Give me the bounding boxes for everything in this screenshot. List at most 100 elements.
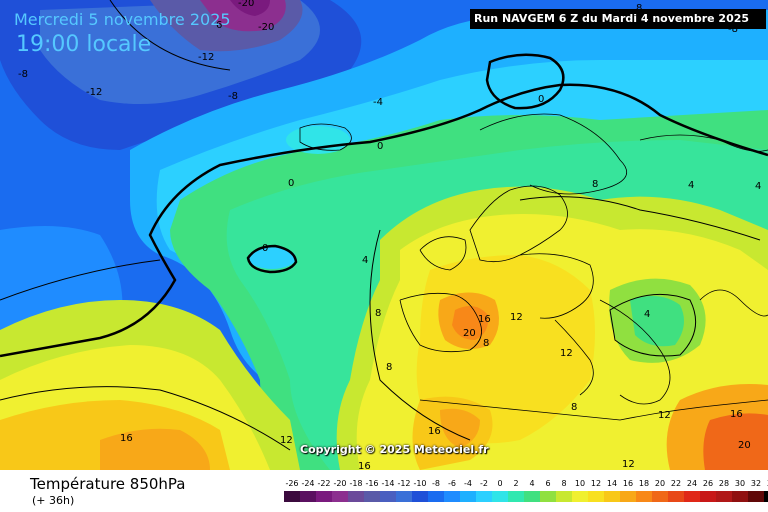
contour-label: 12 — [510, 312, 523, 323]
temperature-map: -20 -20 6 -8 -12 -12 -8 -4 0 0 0 0 4 8 4 4 8 16 12 20 8 4 12 8 8… — [0, 0, 768, 470]
scale-swatch — [364, 491, 380, 502]
scale-tick: -12 — [397, 479, 411, 488]
scale-swatch — [588, 491, 604, 502]
scale-tick: -18 — [349, 479, 363, 488]
contour-label: 12 — [280, 435, 293, 446]
scale-tick: 30 — [734, 479, 746, 488]
scale-tick: 20 — [654, 479, 666, 488]
scale-tick: 14 — [606, 479, 618, 488]
scale-swatch — [380, 491, 396, 502]
scale-tick: 0 — [497, 479, 503, 488]
scale-swatch — [284, 491, 300, 502]
contour-label: 16 — [428, 426, 441, 437]
scale-tick: 32 — [750, 479, 762, 488]
scale-tick: 28 — [718, 479, 730, 488]
contour-label: 12 — [560, 348, 573, 359]
contour-label: -20 — [258, 22, 274, 33]
scale-swatch — [524, 491, 540, 502]
contour-label: 16 — [478, 314, 491, 325]
contour-label: -12 — [86, 87, 102, 98]
scale-tick: -6 — [448, 479, 456, 488]
scale-swatch — [604, 491, 620, 502]
contour-label: 8 — [636, 3, 642, 14]
scale-tick: 18 — [638, 479, 650, 488]
contour-label: -4 — [373, 97, 383, 108]
scale-swatch — [476, 491, 492, 502]
scale-tick: 8 — [561, 479, 567, 488]
scale-swatch — [396, 491, 412, 502]
contour-label: 8 — [483, 338, 489, 349]
scale-swatch — [428, 491, 444, 502]
forecast-time: 19:00 locale — [16, 32, 152, 57]
scale-swatch — [444, 491, 460, 502]
scale-swatch — [668, 491, 684, 502]
scale-swatch — [412, 491, 428, 502]
scale-swatch — [684, 491, 700, 502]
scale-tick: -26 — [285, 479, 299, 488]
contour-label: -8 — [18, 69, 28, 80]
scale-swatch — [620, 491, 636, 502]
scale-swatch — [556, 491, 572, 502]
scale-swatch — [764, 491, 768, 502]
scale-tick: -16 — [365, 479, 379, 488]
run-info: Run NAVGEM 6 Z du Mardi 4 novembre 2025 — [470, 9, 766, 29]
scale-tick: -4 — [464, 479, 472, 488]
contour-label: 16 — [730, 409, 743, 420]
lead-time: (+ 36h) — [32, 494, 75, 507]
scale-tick: 12 — [590, 479, 602, 488]
scale-tick: -14 — [381, 479, 395, 488]
scale-tick: -10 — [413, 479, 427, 488]
scale-swatch — [300, 491, 316, 502]
scale-tick: -8 — [432, 479, 440, 488]
scale-swatch — [636, 491, 652, 502]
contour-label: 0 — [538, 94, 544, 105]
scale-swatch — [508, 491, 524, 502]
contour-label: 4 — [362, 255, 368, 266]
contour-label: 20 — [463, 328, 476, 339]
scale-swatch — [652, 491, 668, 502]
contour-label: 8 — [571, 402, 577, 413]
contour-label: 0 — [377, 141, 383, 152]
contour-label: 0 — [262, 243, 268, 254]
scale-tick: -24 — [301, 479, 315, 488]
scale-swatch — [316, 491, 332, 502]
contour-label: -8 — [728, 24, 738, 35]
copyright: Copyright © 2025 Meteociel.fr — [300, 443, 489, 456]
contour-label: 4 — [688, 180, 694, 191]
scale-tick: -2 — [480, 479, 488, 488]
scale-swatch — [348, 491, 364, 502]
scale-swatch — [492, 491, 508, 502]
scale-swatch — [716, 491, 732, 502]
contour-label: 16 — [358, 461, 371, 470]
contour-label: 0 — [288, 178, 294, 189]
scale-tick: 22 — [670, 479, 682, 488]
contour-label: -8 — [228, 91, 238, 102]
contour-label: 16 — [120, 433, 133, 444]
field-title: Température 850hPa — [30, 475, 186, 493]
scale-swatch — [572, 491, 588, 502]
contour-label: 6 — [216, 20, 222, 31]
contour-label: 8 — [375, 308, 381, 319]
contour-label: 8 — [592, 179, 598, 190]
contour-label: -20 — [238, 0, 254, 9]
scale-swatch — [332, 491, 348, 502]
scale-tick: 24 — [686, 479, 698, 488]
scale-swatch — [732, 491, 748, 502]
scale-swatch — [748, 491, 764, 502]
forecast-date: Mercredi 5 novembre 2025 — [14, 10, 231, 29]
scale-tick: -22 — [317, 479, 331, 488]
contour-label: -12 — [198, 52, 214, 63]
contour-label: 8 — [386, 362, 392, 373]
scale-tick: 10 — [574, 479, 586, 488]
contour-label: 20 — [738, 440, 751, 451]
contour-labels: -20 -20 6 -8 -12 -12 -8 -4 0 0 0 0 4 8 4 4 8 16 12 20 8 4 12 8 8… — [18, 0, 761, 470]
contour-label: 12 — [658, 410, 671, 421]
contour-label: 12 — [622, 459, 635, 470]
scale-tick: 34 — [764, 479, 768, 488]
scale-tick: -20 — [333, 479, 347, 488]
scale-tick: 16 — [622, 479, 634, 488]
scale-tick: 2 — [513, 479, 519, 488]
scale-tick: 6 — [545, 479, 551, 488]
scale-tick: 26 — [702, 479, 714, 488]
scale-swatch — [700, 491, 716, 502]
